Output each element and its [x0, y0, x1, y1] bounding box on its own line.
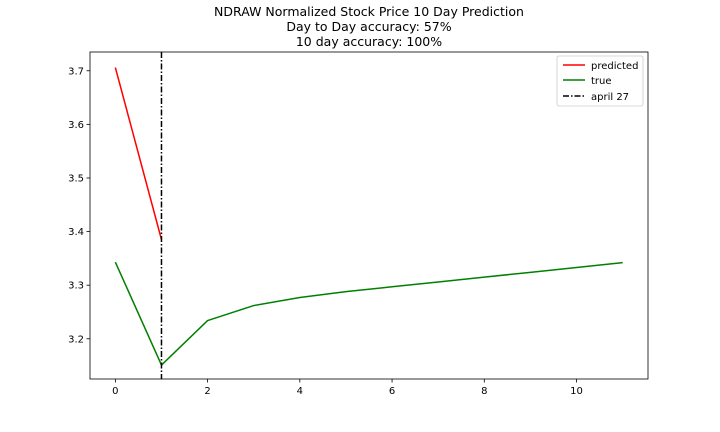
x-tick-label: 0 [112, 386, 118, 397]
y-tick-label: 3.4 [68, 227, 84, 238]
legend: predicted true april 27 [556, 55, 644, 107]
legend-box [556, 55, 644, 107]
legend-label-true: true [591, 76, 612, 87]
plot-area [114, 52, 623, 379]
y-tick-label: 3.5 [68, 173, 84, 184]
y-axis: 3.2 3.3 3.4 3.5 3.6 3.7 [68, 66, 90, 345]
y-tick-label: 3.6 [68, 120, 84, 131]
legend-label-april-27: april 27 [591, 92, 629, 103]
x-tick-label: 8 [481, 386, 487, 397]
x-tick-label: 2 [204, 386, 210, 397]
title-line-2: Day to Day accuracy: 57% [286, 19, 451, 34]
x-axis: 0 2 4 6 8 10 [112, 379, 583, 397]
x-tick-label: 4 [297, 386, 303, 397]
axes-frame [89, 51, 649, 380]
y-tick-label: 3.7 [68, 66, 84, 77]
title-line-1: NDRAW Normalized Stock Price 10 Day Pred… [214, 4, 524, 19]
x-tick-label: 10 [570, 386, 583, 397]
series-line-true [114, 261, 623, 366]
title-line-3: 10 day accuracy: 100% [296, 34, 442, 49]
y-tick-label: 3.2 [68, 334, 84, 345]
series-line-predicted [114, 67, 163, 240]
y-tick-label: 3.3 [68, 281, 84, 292]
x-tick-label: 6 [389, 386, 395, 397]
chart-title: NDRAW Normalized Stock Price 10 Day Pred… [214, 4, 524, 49]
legend-label-predicted: predicted [591, 61, 638, 72]
